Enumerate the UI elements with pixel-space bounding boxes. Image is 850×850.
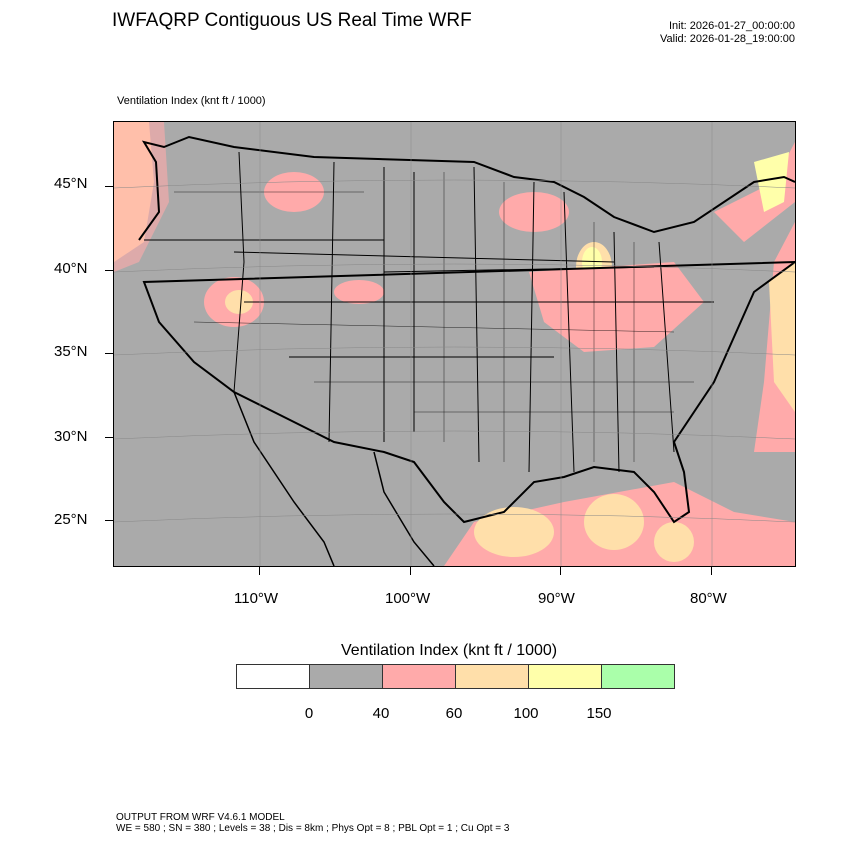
- graticule: [113, 122, 796, 566]
- legend-label: 150: [586, 705, 612, 722]
- lat-label: 45°N: [54, 175, 88, 192]
- lon-label: 100°W: [385, 590, 431, 607]
- legend-label: 40: [372, 705, 390, 722]
- ventilation-index-map: [113, 121, 799, 567]
- legend-label: 100: [513, 705, 539, 722]
- legend-swatch-above-150: [602, 665, 674, 688]
- init-valid-times: Init: 2026-01-27_00:00:00 Valid: 2026-01…: [660, 20, 795, 46]
- lon-label: 90°W: [538, 590, 575, 607]
- map-canvas: [113, 122, 799, 567]
- legend-swatch-60-100: [456, 665, 529, 688]
- lon-label: 80°W: [690, 590, 727, 607]
- legend-swatch-0-40: [310, 665, 383, 688]
- ventilation-shading: [114, 122, 795, 566]
- legend-label: 60: [445, 705, 463, 722]
- legend-swatch-40-60: [383, 665, 456, 688]
- boundaries: [138, 135, 799, 567]
- legend-title: Ventilation Index (knt ft / 1000): [341, 642, 558, 659]
- lat-label: 25°N: [54, 511, 88, 528]
- footer-line-1: OUTPUT FROM WRF V4.6.1 MODEL: [116, 812, 285, 823]
- init-time: Init: 2026-01-27_00:00:00: [669, 20, 795, 32]
- lat-label: 35°N: [54, 343, 88, 360]
- legend-swatch-100-150: [529, 665, 602, 688]
- model-info-footer: OUTPUT FROM WRF V4.6.1 MODEL WE = 580 ; …: [116, 812, 509, 834]
- field-subtitle: Ventilation Index (knt ft / 1000): [117, 95, 266, 107]
- footer-line-2: WE = 580 ; SN = 380 ; Levels = 38 ; Dis …: [116, 823, 510, 834]
- valid-time: Valid: 2026-01-28_19:00:00: [660, 33, 795, 45]
- legend-label: 0: [304, 705, 314, 722]
- color-legend: [236, 664, 675, 689]
- legend-swatch-below-0: [237, 665, 310, 688]
- lat-label: 40°N: [54, 260, 88, 277]
- lat-label: 30°N: [54, 428, 88, 445]
- plot-title: IWFAQRP Contiguous US Real Time WRF: [112, 10, 472, 31]
- lon-label: 110°W: [234, 590, 279, 607]
